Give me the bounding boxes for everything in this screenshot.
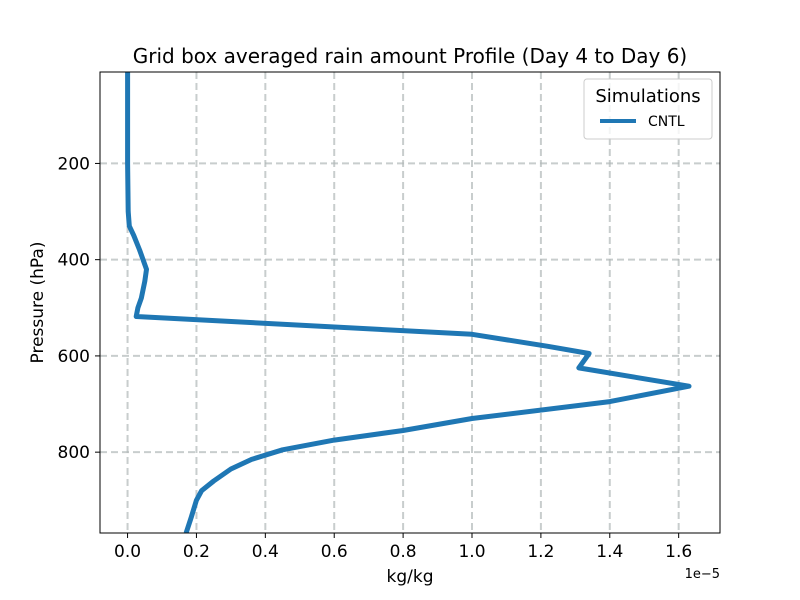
series-line-cntl xyxy=(125,72,692,533)
y-tick-label: 400 xyxy=(58,251,90,271)
x-tick-label: 1.6 xyxy=(665,542,692,562)
legend: Simulations CNTL xyxy=(583,78,713,140)
x-tick-label: 0.2 xyxy=(183,542,210,562)
x-axis-label: kg/kg xyxy=(387,567,434,587)
x-tick-label: 0.8 xyxy=(390,542,417,562)
legend-entry-cntl: CNTL xyxy=(648,114,685,130)
x-tick-label: 0.4 xyxy=(252,542,279,562)
y-axis-label: Pressure (hPa) xyxy=(28,242,48,364)
x-tick-label: 0.0 xyxy=(114,542,141,562)
y-tick-label: 200 xyxy=(58,154,90,174)
legend-title: Simulations xyxy=(595,86,700,107)
plot-frame xyxy=(99,71,721,534)
x-tick-label: 1.0 xyxy=(458,542,485,562)
x-tick-label: 1.2 xyxy=(527,542,554,562)
y-axis: 200 400 600 800 xyxy=(58,154,100,463)
y-tick-label: 600 xyxy=(58,347,90,367)
series-layer xyxy=(125,72,692,533)
x-tick-label: 1.4 xyxy=(596,542,623,562)
grid-lines xyxy=(100,72,720,533)
legend-box xyxy=(583,78,713,140)
chart-title: Grid box averaged rain amount Profile (D… xyxy=(133,44,687,68)
x-axis-offset-label: 1e−5 xyxy=(685,567,720,582)
y-tick-label: 800 xyxy=(58,443,90,463)
x-tick-label: 0.6 xyxy=(321,542,348,562)
x-axis: 0.0 0.2 0.4 0.6 0.8 1.0 1.2 1.4 1.6 xyxy=(114,533,692,562)
